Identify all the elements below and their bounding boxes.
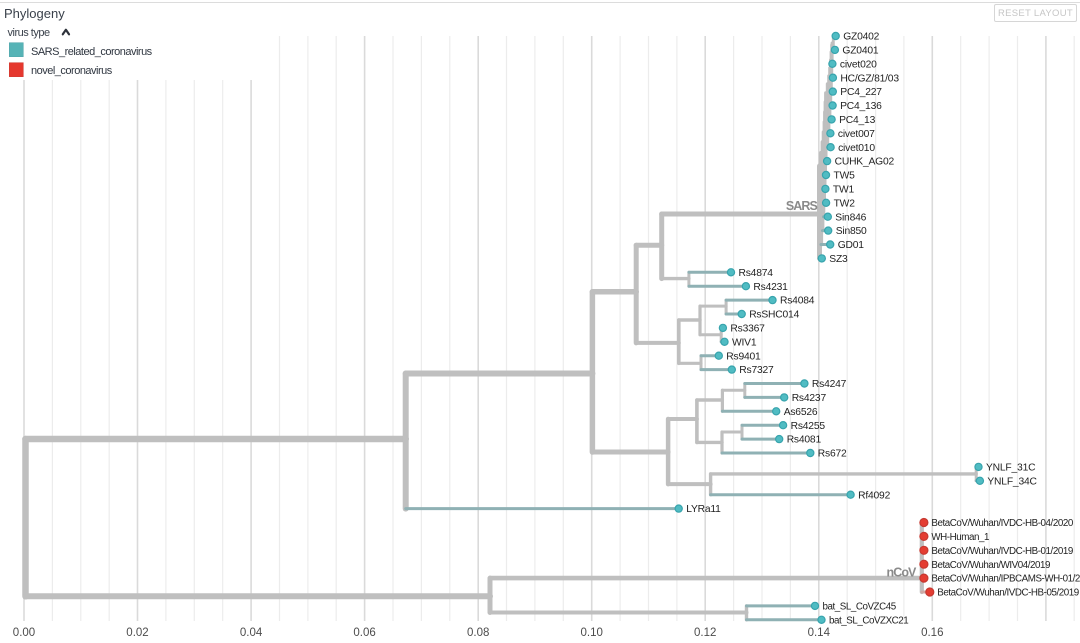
svg-text:bat_SL_CoVZC45: bat_SL_CoVZC45 (823, 602, 897, 613)
svg-text:civet020: civet020 (840, 59, 877, 70)
svg-text:SZ3: SZ3 (829, 254, 848, 265)
svg-text:0.02: 0.02 (126, 627, 148, 639)
svg-text:0.14: 0.14 (808, 627, 831, 639)
svg-text:TW2: TW2 (834, 198, 856, 209)
svg-text:YNLF_34C: YNLF_34C (987, 476, 1037, 487)
svg-text:BetaCoV/Wuhan/IVDC-HB-04/2020: BetaCoV/Wuhan/IVDC-HB-04/2020 (931, 518, 1073, 529)
svg-text:BetaCoV/Wuhan/IVDC-HB-05/2019: BetaCoV/Wuhan/IVDC-HB-05/2019 (937, 588, 1078, 599)
svg-text:SARS: SARS (786, 199, 818, 213)
svg-text:BetaCoV/Wuhan/IPBCAMS-WH-01/20: BetaCoV/Wuhan/IPBCAMS-WH-01/2019 (931, 574, 1080, 585)
svg-text:TW1: TW1 (833, 185, 855, 196)
svg-text:civet007: civet007 (838, 129, 875, 140)
svg-text:Rs4081: Rs4081 (787, 435, 822, 446)
svg-text:YNLF_31C: YNLF_31C (986, 463, 1036, 474)
svg-text:Rs4874: Rs4874 (739, 268, 774, 279)
svg-text:GD01: GD01 (838, 240, 865, 251)
svg-text:TW5: TW5 (834, 171, 856, 182)
svg-text:Rs4231: Rs4231 (753, 282, 788, 293)
svg-text:Rs7327: Rs7327 (739, 365, 774, 376)
svg-text:HC/GZ/81/03: HC/GZ/81/03 (840, 73, 899, 84)
svg-text:SARS_related_coronavirus: SARS_related_coronavirus (31, 46, 153, 58)
svg-text:GZ0401: GZ0401 (842, 46, 878, 57)
svg-text:Rs672: Rs672 (818, 449, 847, 460)
svg-text:Rs4247: Rs4247 (812, 379, 847, 390)
svg-text:0.08: 0.08 (467, 627, 489, 639)
svg-text:LYRa11: LYRa11 (686, 504, 721, 515)
svg-text:Rf4092: Rf4092 (858, 490, 890, 501)
svg-text:nCoV: nCoV (886, 566, 917, 580)
svg-text:Rs4084: Rs4084 (780, 296, 815, 307)
svg-text:CUHK_AG02: CUHK_AG02 (835, 157, 895, 168)
svg-text:0.00: 0.00 (13, 627, 35, 639)
svg-text:0.16: 0.16 (921, 627, 943, 639)
svg-text:novel_coronavirus: novel_coronavirus (31, 65, 113, 77)
svg-text:PC4_13: PC4_13 (839, 115, 875, 126)
svg-text:Sin846: Sin846 (835, 212, 866, 223)
svg-text:Rs4255: Rs4255 (791, 421, 826, 432)
svg-text:PC4_227: PC4_227 (840, 87, 882, 98)
svg-text:bat_SL_CoVZXC21: bat_SL_CoVZXC21 (829, 615, 908, 626)
svg-text:BetaCoV/Wuhan/WIV04/2019: BetaCoV/Wuhan/WIV04/2019 (931, 560, 1050, 571)
svg-text:0.06: 0.06 (353, 627, 375, 639)
svg-text:Rs3367: Rs3367 (730, 324, 765, 335)
svg-text:Rs4237: Rs4237 (792, 393, 827, 404)
svg-text:0.04: 0.04 (240, 627, 263, 639)
svg-text:Sin850: Sin850 (836, 226, 867, 237)
svg-text:WH-Human_1: WH-Human_1 (931, 532, 989, 543)
svg-text:WIV1: WIV1 (732, 337, 757, 348)
svg-text:GZ0402: GZ0402 (843, 32, 879, 43)
svg-text:RsSHC014: RsSHC014 (749, 310, 799, 321)
svg-text:civet010: civet010 (838, 143, 875, 154)
svg-text:0.12: 0.12 (694, 627, 716, 639)
svg-text:As6526: As6526 (784, 407, 818, 418)
svg-text:Rs9401: Rs9401 (726, 351, 761, 362)
svg-text:0.10: 0.10 (581, 627, 603, 639)
svg-text:PC4_136: PC4_136 (840, 101, 882, 112)
svg-text:BetaCoV/Wuhan/IVDC-HB-01/2019: BetaCoV/Wuhan/IVDC-HB-01/2019 (931, 546, 1072, 557)
